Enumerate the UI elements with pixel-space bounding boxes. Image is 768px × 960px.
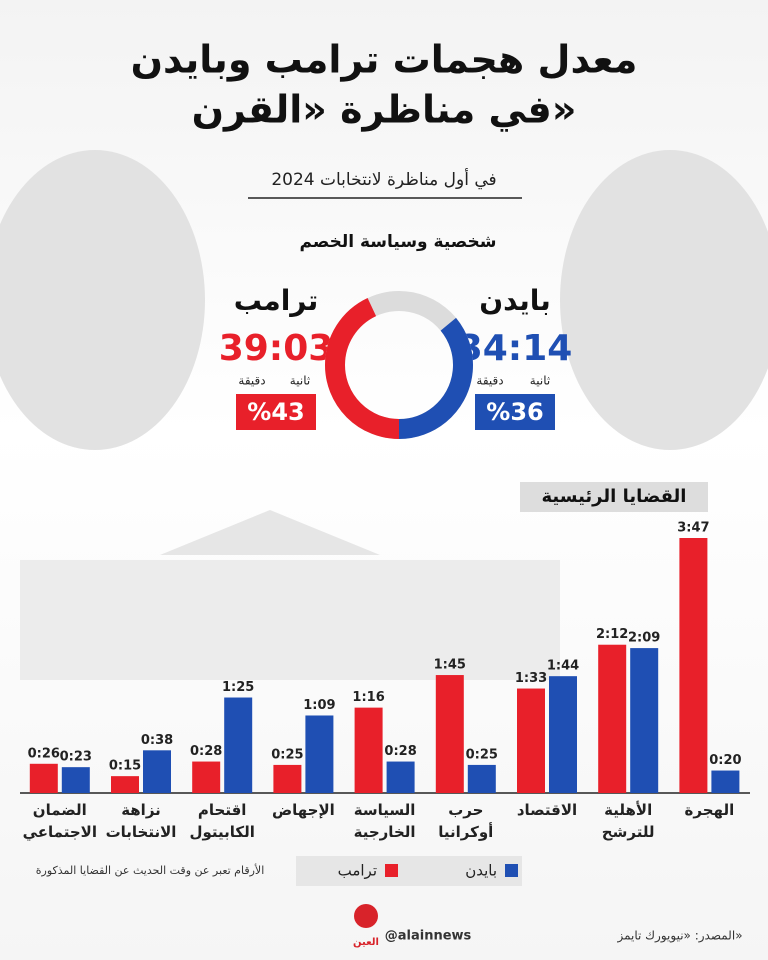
candidate-name: ترامب (234, 284, 319, 317)
note: الأرقام تعبر عن وقت الحديث عن القضايا ال… (36, 863, 265, 877)
share-box (475, 394, 555, 430)
unit-label: ثانية (290, 374, 310, 388)
legend-swatch (385, 864, 398, 877)
value-label: 0:25 (466, 747, 498, 762)
value-label: 0:38 (141, 733, 173, 748)
section-title: شخصية وسياسة الخصم (300, 232, 497, 252)
bar (111, 776, 139, 793)
value-label: 2:09 (628, 631, 660, 646)
chart-title: القضايا الرئيسية (542, 486, 687, 507)
value-label: 1:25 (222, 680, 254, 695)
category-label: الإجهاض (271, 801, 335, 819)
value-label: 1:09 (303, 698, 335, 713)
share-box (236, 394, 316, 430)
title-line: معدل هجمات ترامب وبايدن (131, 38, 638, 83)
bar (354, 707, 383, 793)
candidate-time: 34:14 (458, 328, 573, 369)
value-label: 0:15 (109, 759, 141, 774)
bar (630, 648, 659, 793)
building (20, 560, 560, 680)
value-label: 0:26 (28, 746, 60, 761)
category-label: السياسة الخارجية (353, 801, 416, 841)
category-label: حرب أوكرانيا (438, 801, 494, 841)
bar (61, 767, 90, 793)
value-label: 0:25 (271, 747, 303, 762)
source: المصدر: «نيويورك تايمز» (616, 929, 742, 944)
category-label: الاقتصاد (516, 801, 578, 819)
legend-box (296, 856, 522, 886)
legend-swatch (505, 864, 518, 877)
donut-segment (325, 291, 473, 439)
building-roof (160, 510, 380, 555)
logo: العين (353, 937, 379, 948)
value-label: 0:23 (60, 750, 92, 765)
bar (679, 538, 708, 793)
value-label: 0:20 (709, 753, 741, 768)
bar (192, 761, 221, 793)
bar (549, 676, 577, 793)
unit-label: دقيقة (476, 374, 503, 388)
category-label: الأهلية للترشح (601, 801, 655, 841)
handle: @alainnews (385, 929, 472, 944)
title-line: في مناظرة «القرن» (192, 88, 577, 132)
bar (143, 750, 171, 793)
bar (224, 697, 253, 793)
share-label: %43 (247, 398, 304, 426)
bar (386, 761, 415, 793)
bar (435, 675, 464, 793)
category-label: اقتحام الكابيتول (189, 801, 255, 841)
value-label: 2:12 (596, 627, 628, 642)
portrait-left (0, 150, 205, 450)
value-label: 1:45 (434, 658, 466, 673)
value-label: 0:28 (384, 744, 416, 759)
legend-label: ترامب (338, 862, 377, 880)
donut-segment (325, 291, 473, 439)
unit-label: دقيقة (238, 374, 265, 388)
candidate-time: 39:03 (219, 328, 334, 369)
value-label: 0:28 (190, 744, 222, 759)
subtitle: في أول مناظرة لانتخابات 2024 (271, 168, 496, 190)
bar (305, 715, 334, 793)
bar (273, 764, 302, 793)
share-label: %36 (486, 398, 543, 426)
bar (711, 770, 740, 793)
logo-mark (354, 904, 378, 928)
bar (29, 763, 58, 793)
category-label: الضمان الاجتماعي (22, 801, 97, 841)
candidate-name: بايدن (479, 284, 551, 317)
chart-title-box (520, 482, 708, 512)
unit-label: ثانية (530, 374, 550, 388)
category-label: الهجرة (684, 801, 735, 819)
bar (467, 764, 496, 793)
portrait-right (560, 150, 768, 450)
bar (517, 688, 545, 793)
value-label: 3:47 (677, 521, 709, 536)
category-label: نزاهة الانتخابات (105, 801, 177, 841)
value-label: 1:16 (352, 690, 384, 705)
value-label: 1:44 (547, 659, 579, 674)
value-label: 1:33 (515, 671, 547, 686)
legend-label: بايدن (465, 862, 497, 880)
bar (598, 644, 627, 793)
